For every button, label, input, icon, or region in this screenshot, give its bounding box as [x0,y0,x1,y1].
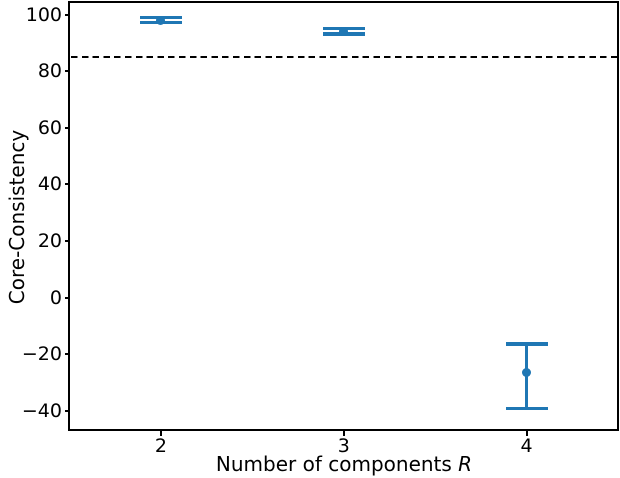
x-tick-label: 2 [154,435,167,457]
y-axis-label: Core-Consistency [5,129,29,305]
x-axis-label: Number of components R [216,452,472,476]
y-tick-label: −40 [21,399,62,422]
y-tick-label: 100 [25,3,62,26]
y-tick-label: 80 [37,60,62,83]
plot-area [68,1,619,431]
x-tick-label: 4 [520,435,533,457]
x-axis-label-text: Number of components [215,452,459,476]
y-tick-label: −20 [21,343,62,366]
x-tick-mark [159,430,162,436]
x-tick-mark [342,430,345,436]
x-axis-label-variable: R [458,452,473,476]
x-tick-mark [525,430,528,436]
